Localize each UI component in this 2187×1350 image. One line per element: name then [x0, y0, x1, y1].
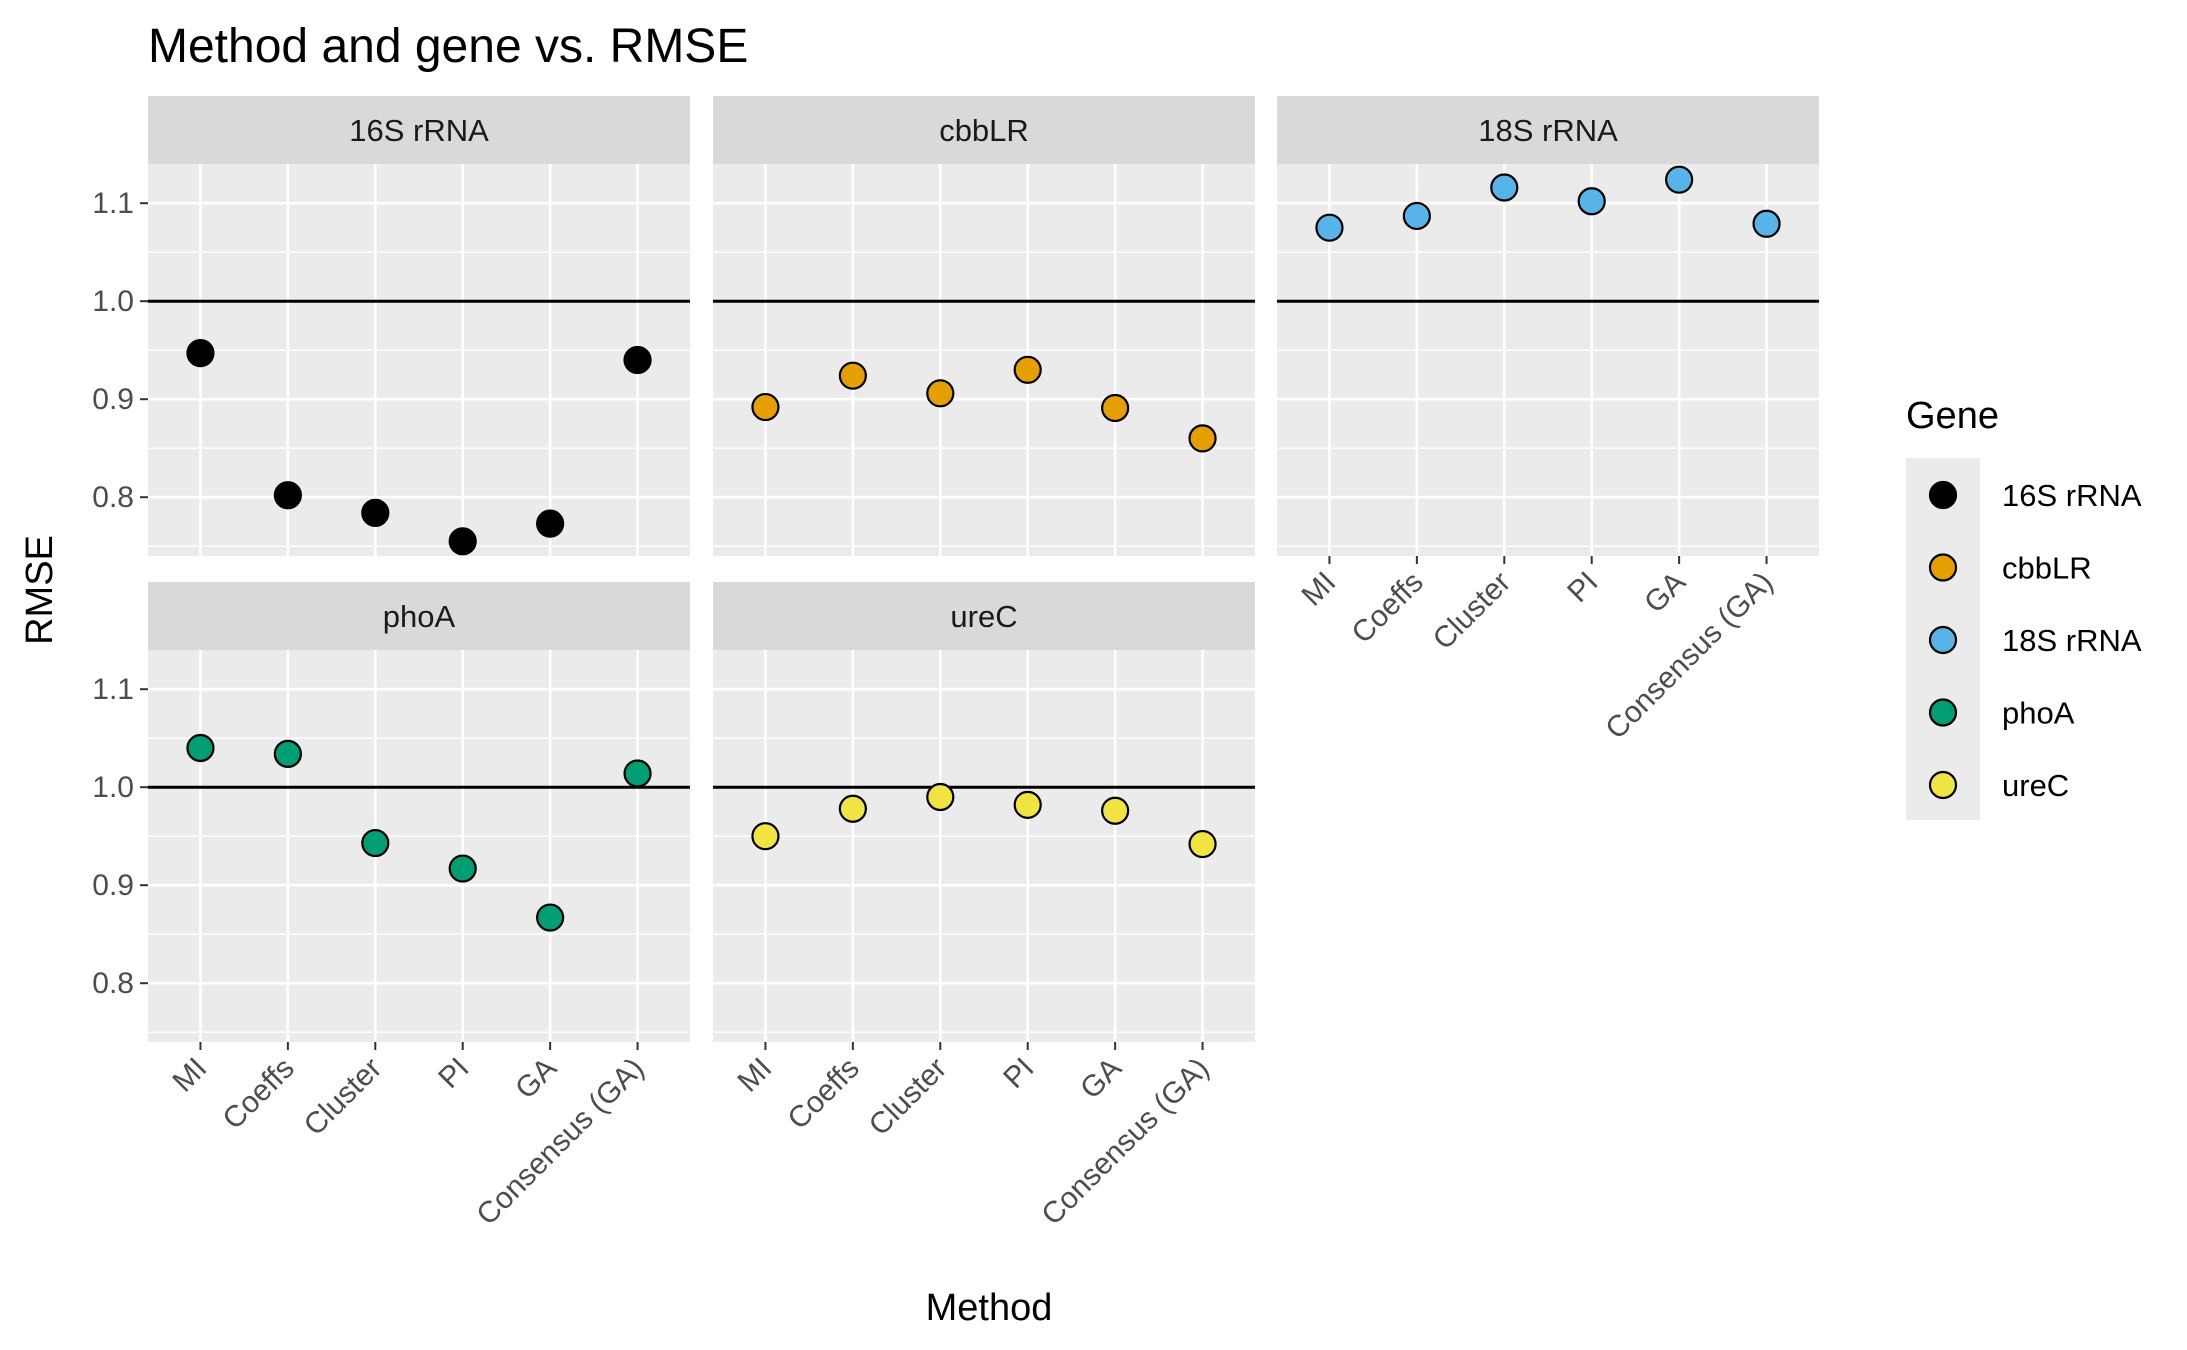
- data-point: [1315, 213, 1344, 242]
- data-point: [623, 759, 652, 788]
- data-point: [751, 822, 780, 851]
- legend-label: phoA: [2002, 696, 2075, 731]
- y-tick-label: 0.9: [92, 869, 134, 902]
- y-tick-label: 0.9: [92, 383, 134, 416]
- x-tick-label: Cluster: [863, 1052, 954, 1143]
- data-point: [926, 379, 955, 408]
- x-tick-label: Coeffs: [1346, 566, 1430, 650]
- data-point: [361, 828, 390, 858]
- facet-strip-label: cbbLR: [939, 113, 1029, 148]
- data-point: [926, 782, 955, 812]
- facet-strip: [148, 582, 690, 650]
- panel-background: [713, 650, 1255, 1042]
- facet-panel: cbbLR: [713, 96, 1255, 556]
- data-point: [1013, 355, 1042, 384]
- legend-key: [1928, 480, 1958, 510]
- y-tick-label: 0.8: [92, 481, 134, 514]
- legend-key: [1928, 625, 1958, 655]
- data-point: [273, 739, 302, 768]
- x-tick-label: Cluster: [1427, 566, 1518, 657]
- x-tick-label: PI: [432, 1052, 475, 1095]
- legend-key: [1928, 553, 1958, 582]
- facet-strip-label: ureC: [950, 599, 1017, 634]
- x-tick-label: GA: [509, 1052, 563, 1106]
- x-tick-label: Coeffs: [782, 1052, 866, 1136]
- x-axis-title: Method: [926, 1287, 1053, 1329]
- facet-strip-label: phoA: [383, 599, 456, 634]
- facet-strip: [713, 96, 1255, 164]
- facet-strip: [713, 582, 1255, 650]
- legend-label: ureC: [2002, 768, 2069, 803]
- x-tick-label: PI: [997, 1052, 1040, 1095]
- data-point: [1101, 393, 1130, 423]
- x-tick-label: Coeffs: [217, 1052, 301, 1136]
- y-axis-title: RMSE: [19, 535, 61, 645]
- legend-key: [1928, 770, 1958, 800]
- legend-key: [1928, 698, 1958, 727]
- legend: Gene 16S rRNA cbbLR 18S rRNA phoA ureC: [1906, 395, 2142, 820]
- data-point: [838, 361, 867, 390]
- panel-background: [148, 164, 690, 556]
- x-tick-label: Consensus (GA): [1599, 566, 1779, 746]
- x-tick-label: Consensus (GA): [470, 1052, 650, 1232]
- y-tick-label: 1.1: [92, 187, 134, 220]
- legend-label: 18S rRNA: [2002, 623, 2142, 658]
- x-tick-label: GA: [1074, 1052, 1128, 1106]
- data-point: [273, 481, 302, 510]
- data-point: [1665, 165, 1694, 194]
- data-point: [1490, 173, 1519, 202]
- y-tick-label: 0.8: [92, 967, 134, 1000]
- data-point: [1013, 790, 1042, 819]
- y-tick-label: 1.0: [92, 285, 134, 318]
- facet-strip-label: 18S rRNA: [1478, 113, 1618, 148]
- data-point: [1577, 187, 1606, 216]
- panel-background: [713, 164, 1255, 556]
- data-point: [838, 794, 867, 823]
- data-point: [536, 903, 565, 932]
- data-point: [448, 527, 477, 556]
- x-tick-label: GA: [1638, 566, 1692, 620]
- data-point: [361, 498, 390, 527]
- legend-label: 16S rRNA: [2002, 478, 2142, 513]
- chart-title: Method and gene vs. RMSE: [148, 20, 748, 73]
- facet-strip: [1277, 96, 1819, 164]
- data-point: [1101, 796, 1130, 825]
- data-point: [623, 345, 652, 375]
- panel-background: [1277, 164, 1819, 556]
- x-tick-label: Consensus (GA): [1035, 1052, 1215, 1232]
- x-tick-label: MI: [732, 1052, 779, 1099]
- x-tick-label: PI: [1561, 566, 1604, 609]
- legend-label: cbbLR: [2002, 551, 2092, 586]
- legend-title: Gene: [1906, 395, 1999, 437]
- x-tick-label: Cluster: [298, 1052, 389, 1143]
- facet-panel: 16S rRNA 0.8 0.9 1.0 1.1: [92, 96, 690, 556]
- data-point: [1188, 829, 1217, 859]
- x-tick-label: MI: [1296, 566, 1343, 613]
- data-point: [448, 854, 477, 883]
- y-tick-label: 1.1: [92, 673, 134, 706]
- data-point: [186, 339, 215, 368]
- facet-strip-label: 16S rRNA: [349, 113, 489, 148]
- data-point: [1752, 209, 1781, 238]
- x-tick-label: MI: [167, 1052, 214, 1099]
- data-point: [1188, 424, 1217, 453]
- data-point: [1402, 201, 1431, 231]
- y-tick-label: 1.0: [92, 771, 134, 804]
- data-point: [536, 509, 565, 538]
- data-point: [186, 733, 215, 763]
- data-point: [751, 392, 780, 422]
- panel-background: [148, 650, 690, 1042]
- facet-strip: [148, 96, 690, 164]
